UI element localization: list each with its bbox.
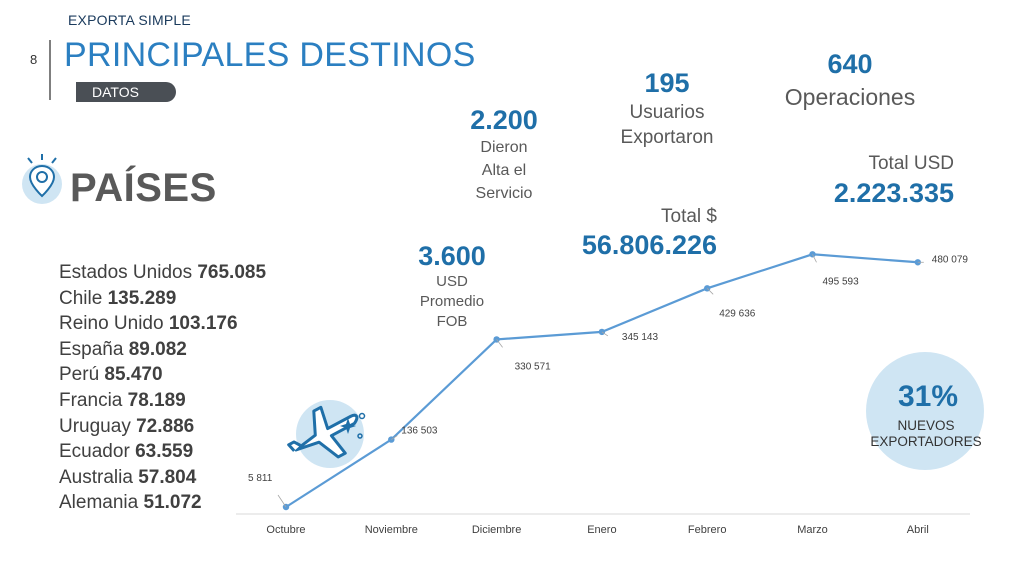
country-row: Chile 135.289: [59, 286, 266, 312]
data-label-leader: [601, 331, 609, 337]
supertitle: EXPORTA SIMPLE: [68, 12, 191, 28]
country-row: España 89.082: [59, 337, 266, 363]
country-row: Alemania 51.072: [59, 490, 266, 516]
stat-alta: 2.200 Dieron Alta el Servicio: [452, 104, 556, 205]
country-value: 135.289: [107, 287, 177, 309]
nuevos-percent: 31%: [898, 380, 959, 413]
data-label: 5 811: [248, 473, 273, 484]
stat-alta-value: 2.200: [470, 105, 538, 135]
data-label: 429 636: [719, 308, 756, 319]
country-name: Ecuador: [59, 441, 130, 463]
country-row: Australia 57.804: [59, 465, 266, 491]
stat-operaciones-label: Operaciones: [784, 84, 916, 110]
stat-usuarios-label-2: Exportaron: [620, 127, 714, 148]
stat-total-pesos-label: Total $: [661, 206, 717, 227]
country-name: Perú: [59, 364, 100, 386]
data-label-leader: [812, 254, 817, 263]
series-line: [285, 253, 918, 508]
nuevos-label-line1: NUEVOS: [897, 418, 955, 433]
country-value: 63.559: [135, 441, 194, 463]
data-label-leader: [496, 339, 503, 348]
x-tick-label: Octubre: [266, 524, 305, 536]
country-value: 57.804: [138, 466, 197, 488]
x-tick-label: Diciembre: [472, 524, 522, 536]
stat-usuarios-value: 195: [644, 68, 690, 98]
airplane-icon: [282, 396, 370, 473]
page-number: 8: [30, 52, 38, 67]
country-value: 78.189: [127, 389, 186, 411]
stat-total-usd-label: Total USD: [868, 153, 954, 174]
country-name: Reino Unido: [59, 313, 164, 335]
country-row: Uruguay 72.886: [59, 414, 266, 440]
stat-promedio-label-1: USD: [436, 273, 468, 290]
stat-operaciones-value: 640: [827, 49, 873, 79]
country-value: 765.085: [197, 262, 267, 283]
nuevos-label: NUEVOS EXPORTADORES: [856, 418, 996, 450]
section-title: PAÍSES: [70, 166, 217, 210]
stat-promedio-label-3: FOB: [436, 313, 468, 330]
country-name: España: [59, 338, 124, 360]
stat-total-usd: Total USD 2.223.335: [800, 152, 954, 210]
data-point: [598, 328, 606, 336]
stat-total-pesos-value: 56.806.226: [581, 230, 717, 260]
x-tick-label: Abril: [907, 524, 929, 536]
stat-promedio-value: 3.600: [418, 241, 486, 271]
stat-operaciones: 640 Operaciones: [770, 46, 930, 112]
stat-total-pesos: Total $ 56.806.226: [560, 205, 717, 261]
x-tick-label: Marzo: [797, 524, 828, 536]
nuevos-exportadores-circle: [866, 352, 984, 470]
country-name: Chile: [59, 287, 103, 309]
country-name: Estados Unidos: [59, 262, 193, 283]
country-value: 85.470: [104, 364, 163, 386]
stat-alta-label-2: Alta el: [481, 162, 527, 179]
country-row: Perú 85.470: [59, 362, 266, 388]
country-row: Ecuador 63.559: [59, 439, 266, 465]
page-title: PRINCIPALES DESTINOS: [64, 36, 476, 74]
stat-promedio: 3.600 USD Promedio FOB: [402, 240, 502, 332]
country-value: 89.082: [128, 338, 187, 360]
data-label: 330 571: [515, 361, 552, 372]
stat-usuarios-label-1: Usuarios: [629, 102, 705, 123]
data-label-leader: [706, 288, 714, 295]
country-value: 51.072: [143, 492, 202, 514]
data-label: 136 503: [401, 426, 438, 437]
country-name: Uruguay: [59, 415, 131, 437]
country-row: Estados Unidos 765.085: [59, 260, 266, 286]
x-tick-label: Enero: [587, 524, 616, 536]
x-tick-label: Noviembre: [365, 524, 418, 536]
stat-alta-label-3: Servicio: [475, 185, 533, 202]
stat-promedio-label-2: Promedio: [419, 293, 485, 310]
location-pin-icon: [20, 152, 66, 211]
data-point: [493, 336, 500, 343]
stat-usuarios: 195 Usuarios Exportaron: [604, 66, 730, 150]
divider: [49, 40, 51, 100]
nuevos-label-line2: EXPORTADORES: [870, 434, 982, 449]
stat-alta-label-1: Dieron: [480, 139, 528, 156]
country-value: 72.886: [136, 415, 195, 437]
data-label-leader: [277, 494, 287, 508]
country-name: Australia: [59, 466, 133, 488]
country-value: 103.176: [168, 313, 238, 335]
data-label: 480 079: [932, 254, 969, 265]
country-name: Alemania: [59, 492, 139, 514]
country-row: Reino Unido 103.176: [59, 311, 266, 337]
country-name: Francia: [59, 389, 123, 411]
country-list: Estados Unidos 765.085 Chile 135.289 Reino…: [59, 260, 266, 516]
data-label: 495 593: [823, 276, 860, 287]
data-label: 345 143: [622, 332, 659, 343]
x-tick-label: Febrero: [688, 524, 727, 536]
datos-badge: DATOS: [76, 82, 176, 102]
country-row: Francia 78.189: [59, 388, 266, 414]
data-label-leader: [391, 435, 398, 440]
stat-total-usd-value: 2.223.335: [833, 178, 954, 208]
